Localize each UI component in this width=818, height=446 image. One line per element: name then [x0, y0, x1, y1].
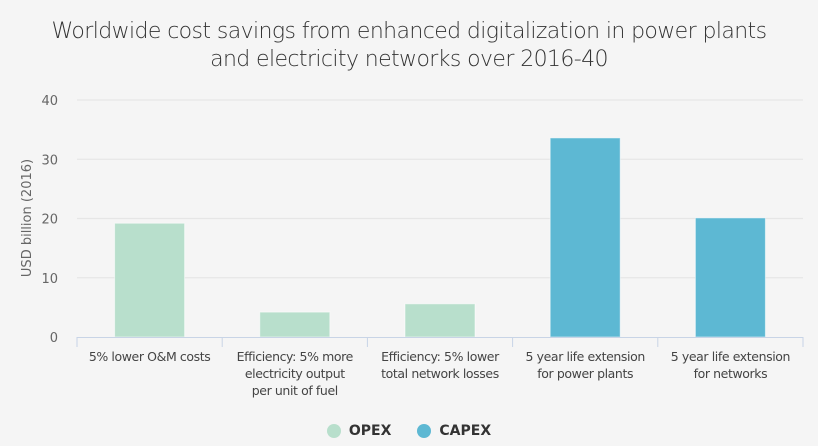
- legend-marker-opex: [326, 424, 341, 438]
- legend-item-opex[interactable]: OPEX: [326, 423, 392, 439]
- chart-title-line-2: and electricity networks over 2016-40: [210, 47, 608, 72]
- bar-opex[interactable]: [259, 311, 331, 338]
- bar-opex[interactable]: [404, 303, 476, 338]
- legend-label-capex: CAPEX: [439, 423, 492, 439]
- y-tick-label: 20: [41, 213, 58, 228]
- gridlines: [77, 99, 803, 279]
- legend-label-opex: OPEX: [348, 423, 392, 439]
- y-tick-label: 30: [41, 153, 58, 168]
- bar-capex[interactable]: [549, 137, 621, 338]
- legend-marker-capex: [417, 424, 432, 438]
- x-tick-label: 5% lower O&M costs: [89, 349, 211, 364]
- x-tick-label: 5 year life extension for networks: [671, 349, 790, 381]
- x-tick-label: Efficiency: 5% more electricity output per…: [237, 349, 354, 398]
- legend: OPEX CAPEX: [0, 423, 818, 439]
- bars: [114, 137, 766, 338]
- x-tick-label: 5 year life extension for power plants: [526, 349, 645, 381]
- bar-opex[interactable]: [114, 222, 186, 338]
- y-axis-label: USD billion (2016): [20, 159, 35, 277]
- chart-title-line-1: Worldwide cost savings from enhanced dig…: [51, 19, 768, 44]
- y-tick-label: 40: [41, 94, 58, 109]
- x-axis: [76, 337, 804, 347]
- chart-title: Worldwide cost savings from enhanced dig…: [0, 18, 818, 74]
- bar-capex[interactable]: [694, 217, 766, 338]
- y-tick-label: 0: [50, 331, 58, 346]
- x-tick-label: Efficiency: 5% lower total network losses: [381, 349, 500, 381]
- x-axis-labels: 5% lower O&M costs Efficiency: 5% more ele…: [89, 349, 791, 398]
- y-tick-label: 10: [41, 272, 58, 287]
- legend-item-capex[interactable]: CAPEX: [417, 423, 491, 439]
- y-axis-ticks: 0 10 20 30 40: [41, 94, 58, 346]
